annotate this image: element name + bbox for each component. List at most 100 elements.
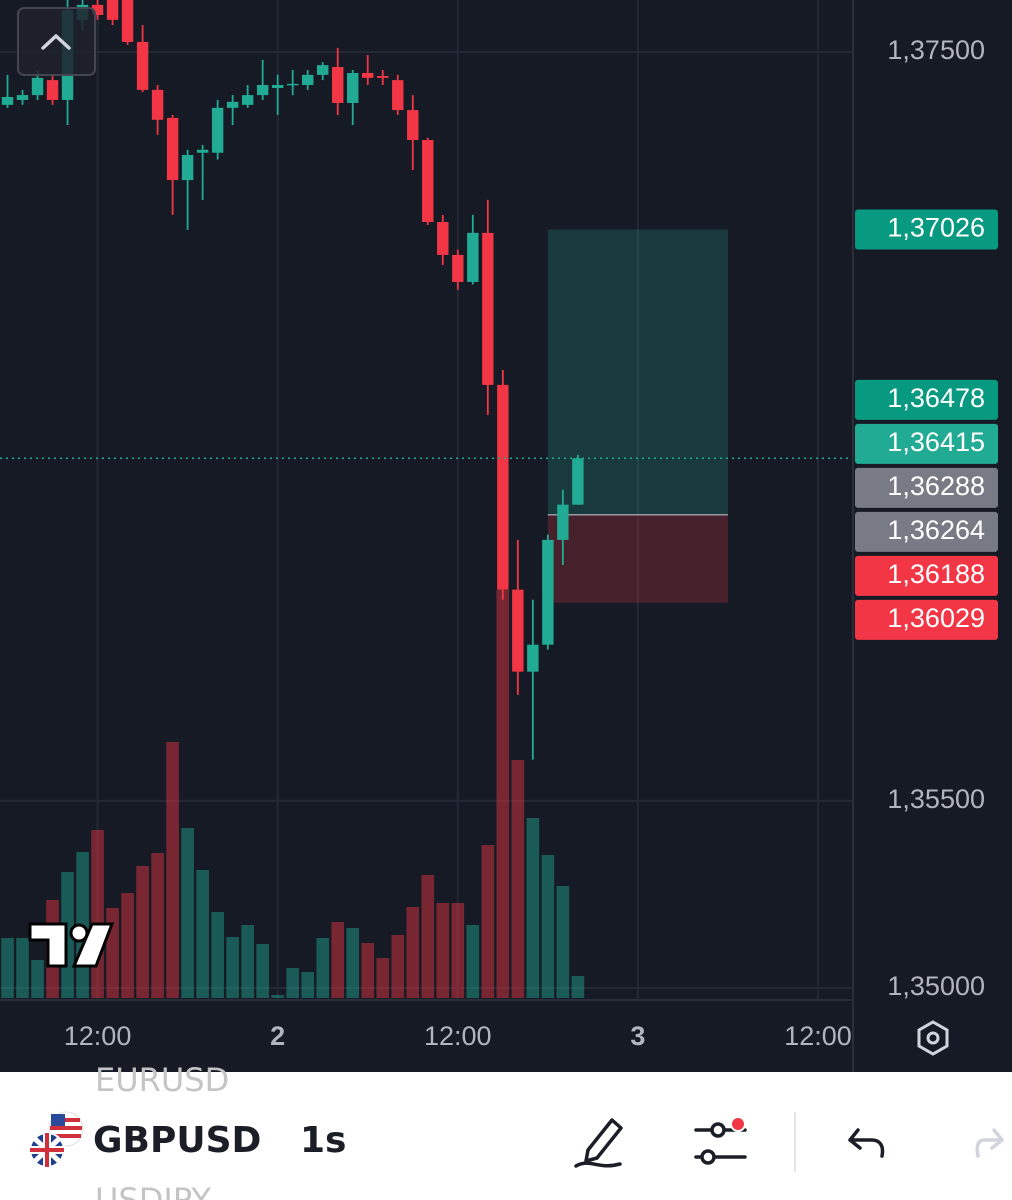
- candle-body: [151, 89, 164, 120]
- candle-body: [301, 74, 314, 85]
- pencil-icon: [584, 1118, 623, 1163]
- candle-body: [16, 95, 29, 100]
- candle-body: [422, 140, 434, 223]
- volume-bar: [436, 903, 450, 998]
- volume-bar: [286, 968, 299, 998]
- plot: [0, 0, 853, 1000]
- candle-body: [91, 4, 104, 15]
- volume-bar: [1, 938, 14, 998]
- symbol-next[interactable]: USDJPY: [95, 1181, 211, 1200]
- candle-body: [166, 117, 179, 181]
- candle-body: [512, 589, 524, 672]
- candle-body: [377, 76, 389, 78]
- logo-v: [71, 922, 115, 968]
- volume-bar: [361, 943, 375, 998]
- candle-body: [241, 95, 254, 105]
- volume-bar: [226, 937, 239, 998]
- candle-body: [211, 107, 224, 153]
- candle-body: [271, 84, 284, 88]
- candle-body: [362, 73, 374, 78]
- volume-bar: [316, 938, 330, 998]
- pencil-stroke: [574, 1161, 622, 1168]
- chevron-up-icon: [41, 34, 71, 50]
- volume-bar: [451, 903, 465, 998]
- slider-knob: [710, 1122, 726, 1138]
- symbol-prev[interactable]: EURUSD: [95, 1061, 229, 1099]
- x-tick-label: 12:00: [64, 1021, 132, 1051]
- logo-t: [28, 922, 68, 968]
- candle-body: [226, 101, 239, 108]
- candle-body: [467, 232, 479, 282]
- symbol-current[interactable]: GBPUSD: [93, 1120, 261, 1161]
- candle-body: [106, 0, 119, 20]
- draw-button[interactable]: [574, 1118, 623, 1168]
- candle-body: [121, 0, 134, 42]
- hexagon-icon: [917, 1020, 949, 1056]
- volume-bar: [241, 925, 254, 998]
- price-badge: [855, 599, 998, 640]
- x-tick-label: 2: [270, 1021, 285, 1051]
- interval[interactable]: 1s: [300, 1120, 346, 1161]
- candle-body: [527, 644, 539, 672]
- volume-bar: [511, 760, 525, 998]
- us-canton: [51, 1114, 65, 1126]
- volume-bar: [331, 922, 345, 998]
- x-tick-label: 12:00: [424, 1021, 492, 1051]
- price-badge-label: 1,36478: [887, 383, 985, 413]
- price-badge: [855, 423, 998, 464]
- collapse-button[interactable]: [17, 7, 96, 76]
- candle-body: [317, 65, 329, 75]
- notification-dot: [730, 1116, 746, 1132]
- price-badge: [855, 379, 998, 420]
- redo-icon: [975, 1128, 1004, 1158]
- volume-bar: [556, 886, 570, 998]
- candle-body: [482, 232, 494, 385]
- candle-body: [286, 83, 299, 86]
- redo-button[interactable]: [975, 1128, 1004, 1158]
- price-badge: [855, 511, 998, 552]
- volume-bar: [391, 935, 405, 998]
- volume-bar: [16, 938, 29, 998]
- candle-body: [256, 84, 269, 96]
- candle-body: [347, 73, 359, 103]
- undo-button[interactable]: [848, 1128, 885, 1158]
- position-stop-zone: [547, 514, 728, 603]
- y-tick-label: 1,35500: [887, 784, 985, 814]
- price-badge-label: 1,36264: [887, 515, 985, 545]
- candle-body: [196, 149, 209, 153]
- volume-bar: [91, 830, 104, 998]
- price-badge-label: 1,36188: [887, 559, 985, 589]
- candle-body: [452, 254, 464, 282]
- volume-bar: [121, 893, 134, 998]
- volume-bar: [301, 972, 315, 998]
- price-badge-label: 1,36415: [887, 427, 985, 457]
- volume-bar: [496, 590, 510, 998]
- candle-body: [437, 222, 449, 255]
- candle-body: [392, 80, 404, 111]
- uk-cross-red: [30, 1133, 64, 1167]
- volume-bar: [256, 944, 269, 998]
- price-badge-label: 1,36029: [887, 603, 985, 633]
- volume-bar: [136, 866, 149, 998]
- candle-body: [497, 384, 509, 590]
- flag-icons: [29, 1111, 84, 1168]
- volume-bar: [466, 925, 480, 998]
- volume-bar: [541, 855, 555, 998]
- toolbar: [0, 1072, 1012, 1200]
- volume-bar: [271, 995, 284, 998]
- candle-body: [181, 154, 194, 181]
- volume-bar: [481, 845, 495, 998]
- volume-bar: [526, 818, 540, 998]
- volume-bar: [106, 908, 119, 998]
- price-badge: [855, 467, 998, 508]
- candle-body: [1, 96, 14, 105]
- volume-bar: [571, 976, 585, 998]
- volume-bar: [196, 870, 209, 998]
- x-tick-label: 3: [630, 1021, 645, 1051]
- indicators-button[interactable]: [694, 1116, 747, 1165]
- settings-button[interactable]: [917, 1020, 949, 1056]
- slider-knob: [700, 1149, 716, 1165]
- volume-bar: [166, 742, 179, 998]
- button-frame: [17, 7, 96, 76]
